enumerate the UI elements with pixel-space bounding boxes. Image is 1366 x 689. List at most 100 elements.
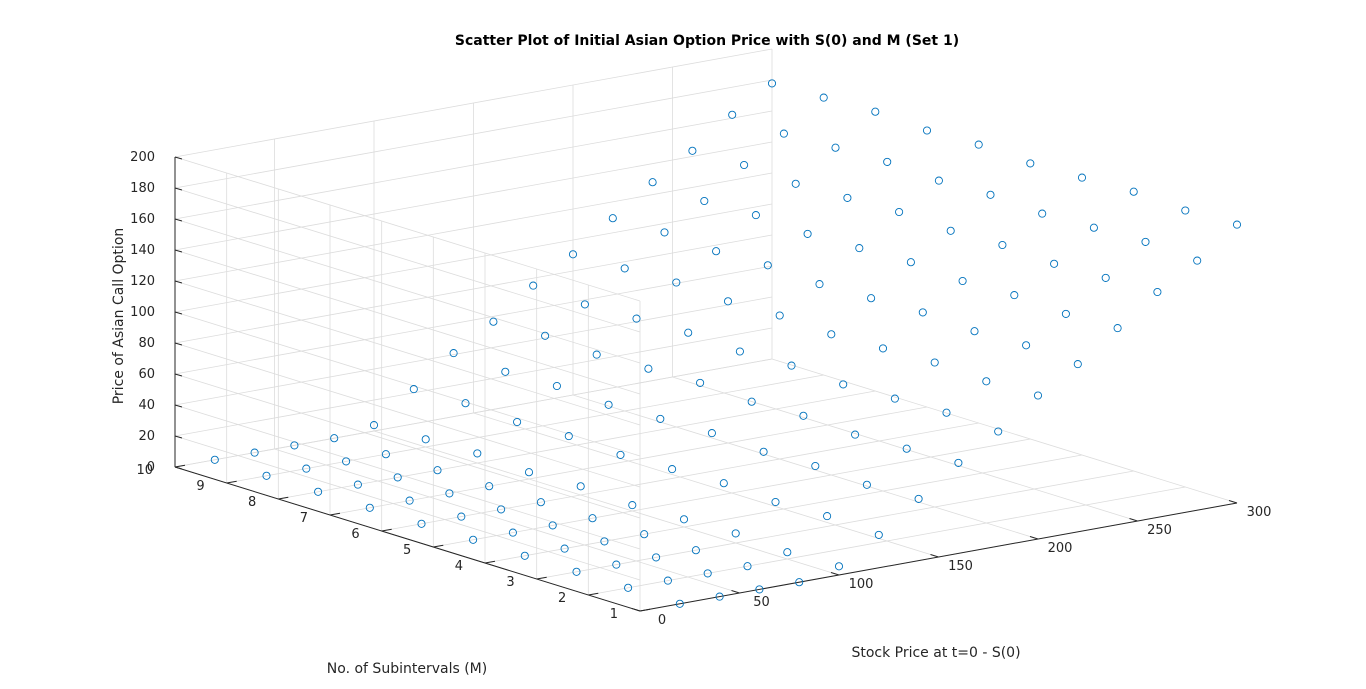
back-wall-grid-line	[174, 110, 773, 220]
data-point	[330, 434, 339, 443]
data-point	[290, 441, 299, 450]
data-point	[815, 280, 824, 289]
x-tick-label: 50	[753, 595, 770, 610]
data-point	[747, 397, 756, 406]
data-point	[461, 399, 470, 408]
floor-grid-line	[226, 374, 824, 484]
floor-grid-line	[672, 376, 1138, 522]
z-tick-label: 180	[130, 181, 155, 196]
data-point	[1050, 259, 1059, 268]
data-point	[994, 427, 1003, 436]
data-point	[942, 408, 951, 417]
side-wall-grid-line	[174, 218, 641, 364]
z-tick-mark	[174, 435, 183, 439]
data-point	[902, 444, 911, 453]
x-tick-mark	[731, 590, 740, 594]
data-point	[867, 294, 876, 303]
data-point	[485, 482, 494, 491]
data-point	[795, 578, 804, 587]
data-point	[719, 479, 728, 488]
data-point	[998, 240, 1007, 250]
data-point	[580, 300, 589, 309]
data-point	[958, 276, 967, 286]
data-point	[759, 447, 768, 456]
x-tick-mark	[1228, 500, 1238, 504]
floor-grid-line	[536, 470, 1134, 580]
data-point	[302, 464, 311, 473]
z-tick-label: 120	[130, 274, 155, 289]
data-point	[672, 278, 681, 287]
floor-grid-line	[771, 358, 1238, 504]
data-point	[660, 228, 669, 237]
data-points	[210, 79, 1242, 608]
data-point	[524, 468, 534, 477]
z-tick-label: 0	[147, 460, 155, 475]
z-tick-mark	[174, 218, 183, 222]
data-point	[723, 297, 733, 306]
data-point	[878, 344, 888, 353]
side-wall-grid-line	[174, 249, 641, 395]
y-tick-mark	[536, 576, 547, 580]
y-tick-mark	[329, 512, 341, 516]
data-point	[668, 465, 677, 474]
chart-title: Scatter Plot of Initial Asian Option Pri…	[455, 33, 959, 49]
x-tick-mark	[1029, 536, 1039, 540]
data-point	[1089, 223, 1098, 232]
data-point	[1193, 256, 1202, 265]
y-tick-mark	[588, 592, 599, 596]
data-point	[648, 178, 657, 187]
data-point	[954, 458, 963, 467]
data-point	[497, 505, 506, 514]
data-point	[552, 381, 561, 391]
data-point	[771, 497, 780, 507]
z-tick-mark	[174, 373, 183, 377]
y-tick-label: 3	[506, 575, 514, 590]
side-wall-grid-line	[174, 156, 641, 302]
data-point	[831, 143, 840, 152]
y-tick-mark	[484, 560, 496, 564]
y-tick-label: 6	[351, 527, 359, 542]
data-point	[564, 432, 573, 441]
z-tick-mark	[174, 280, 183, 284]
y-tick-label: 7	[300, 511, 308, 526]
y-tick-label: 2	[558, 591, 566, 606]
axes-layer	[174, 156, 1238, 612]
y-tick-label: 5	[403, 543, 411, 558]
z-tick-mark	[174, 342, 183, 346]
data-point	[210, 455, 219, 464]
back-wall-grid-line	[174, 265, 773, 375]
back-wall-grid-line	[174, 358, 773, 468]
x-tick-mark	[830, 572, 840, 576]
data-point	[1073, 360, 1082, 369]
data-point	[946, 226, 955, 235]
side-wall-grid-line	[174, 404, 641, 550]
data-point	[703, 569, 712, 578]
data-point	[445, 489, 454, 498]
data-point	[696, 378, 705, 387]
floor-grid-line	[433, 438, 1031, 548]
floor-grid-line	[484, 454, 1083, 564]
data-point	[624, 583, 633, 592]
data-point	[679, 515, 689, 524]
floor-grid-line	[381, 422, 979, 532]
data-point	[787, 361, 796, 370]
z-tick-label: 60	[138, 367, 155, 382]
data-point	[250, 448, 259, 457]
y-tick-label: 8	[248, 495, 256, 510]
data-point	[632, 314, 641, 323]
floor-grid-line	[473, 412, 939, 558]
back-wall-grid-line	[174, 296, 773, 406]
data-point	[922, 126, 932, 135]
x-tick-label: 0	[658, 613, 666, 628]
data-point	[851, 430, 860, 439]
side-wall-grid-line	[174, 311, 641, 457]
data-point	[855, 244, 864, 253]
data-point	[1026, 159, 1035, 168]
data-point	[819, 93, 828, 102]
data-point	[473, 449, 482, 458]
data-point	[707, 429, 716, 438]
z-tick-label: 140	[130, 243, 155, 258]
data-point	[1038, 209, 1047, 218]
z-tick-mark	[174, 466, 183, 470]
side-wall-grid-line	[174, 280, 641, 426]
